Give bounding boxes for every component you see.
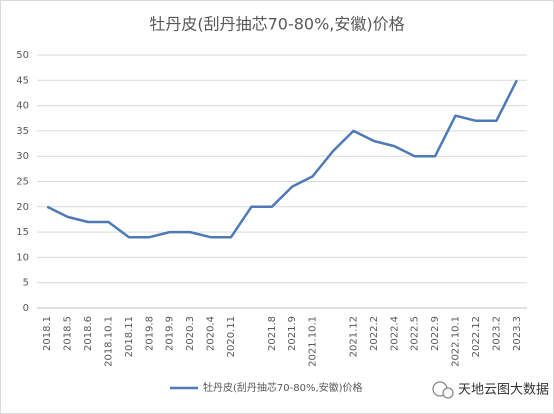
x-tick-label: 2020.3: [185, 316, 196, 351]
y-tick-label: 15: [16, 227, 29, 238]
x-tick-label: 2021.9: [287, 316, 298, 351]
y-tick-label: 50: [16, 50, 29, 61]
y-tick-label: 45: [16, 75, 29, 86]
x-tick-label: 2022.12: [471, 316, 482, 357]
x-tick-label: 2022.4: [389, 316, 400, 351]
legend-label: 牡丹皮(刮丹抽芯70-80%,安徽)价格: [203, 381, 363, 394]
y-tick-label: 30: [16, 151, 29, 162]
y-tick-label: 20: [16, 202, 29, 213]
x-tick-label: 2018.1: [42, 316, 53, 351]
watermark: 天地云图大数据: [458, 383, 549, 398]
watermark-icon: [432, 381, 454, 399]
x-tick-label: 2018.10.1: [103, 316, 114, 367]
y-tick-label: 10: [16, 252, 29, 263]
x-tick-label: 2023.2: [491, 316, 502, 351]
x-tick-label: 2023.3: [512, 316, 523, 351]
x-tick-label: 2021.10.1: [308, 316, 319, 367]
x-tick-label: 2018.11: [124, 316, 135, 357]
chart-title: 牡丹皮(刮丹抽芯70-80%,安徽)价格: [149, 15, 404, 34]
y-tick-label: 25: [16, 177, 29, 188]
x-tick-label: 2020.11: [226, 316, 237, 357]
x-tick-label: 2019.8: [144, 316, 155, 351]
line-series: [46, 79, 518, 239]
y-tick-label: 0: [23, 303, 29, 314]
y-tick-label: 40: [16, 101, 29, 112]
x-tick-label: 2022.9: [430, 316, 441, 351]
x-tick-label: 2018.6: [83, 316, 94, 351]
x-tick-label: 2022.10.1: [451, 316, 462, 367]
x-tick-label: 2021.8: [267, 316, 278, 351]
x-tick-label: 2020.4: [206, 316, 217, 351]
y-tick-label: 35: [16, 126, 29, 137]
x-tick-label: 2021.12: [348, 316, 359, 357]
y-tick-label: 5: [23, 278, 29, 289]
x-tick-label: 2019.9: [165, 316, 176, 351]
x-tick-label: 2018.5: [63, 316, 74, 351]
x-tick-label: 2022.2: [369, 316, 380, 351]
x-tick-label: 2022.5: [410, 316, 421, 351]
